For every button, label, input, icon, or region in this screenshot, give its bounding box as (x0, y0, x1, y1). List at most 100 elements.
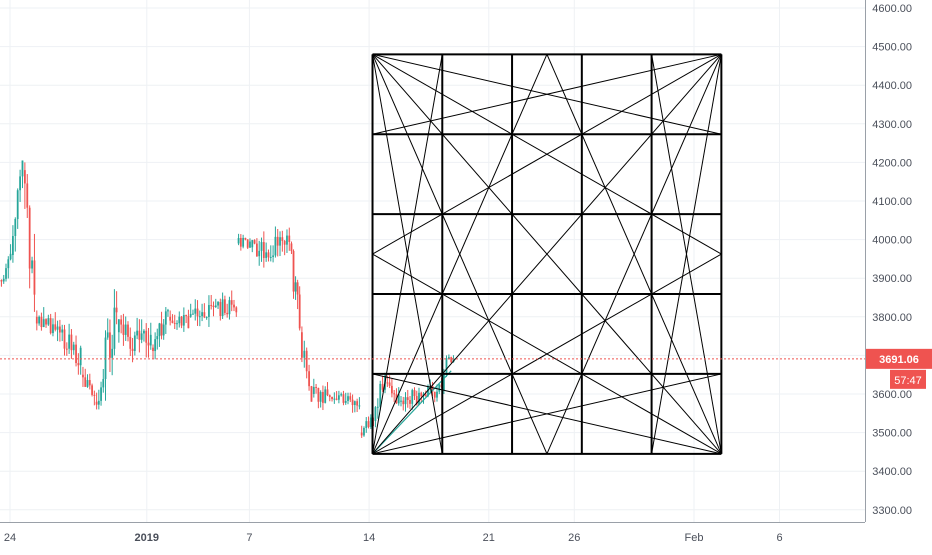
candle-body (213, 306, 215, 307)
y-tick-label: 3500.00 (872, 428, 912, 440)
y-tick-label: 4200.00 (872, 157, 912, 169)
candle-body (190, 314, 192, 317)
candle-body (47, 318, 49, 324)
candle-body (349, 396, 351, 399)
candle-body (338, 395, 340, 399)
candle-body (113, 308, 115, 349)
candle-body (165, 311, 167, 324)
candle-body (254, 240, 256, 243)
candle-body (26, 183, 28, 207)
candle-body (217, 302, 219, 305)
candle-body (261, 242, 263, 251)
candle-body (356, 401, 358, 405)
candle-body (152, 348, 154, 351)
candle-body (210, 305, 212, 306)
candle-body (29, 208, 31, 269)
candle-body (293, 251, 295, 292)
candle-body (420, 393, 422, 396)
candle-body (77, 363, 79, 365)
candle-body (93, 395, 95, 396)
candle-body (256, 244, 258, 257)
candle-body (208, 305, 210, 317)
candle-body (354, 401, 356, 405)
candle-body (409, 400, 411, 404)
candle-body (183, 315, 185, 326)
candle-body (98, 401, 100, 405)
candle-body (143, 331, 145, 334)
candle-body (308, 371, 310, 386)
candle-body (89, 380, 91, 385)
candle-body (52, 324, 54, 333)
candle-body (84, 377, 86, 387)
candle-body (181, 317, 183, 326)
candle-body (118, 319, 120, 332)
y-tick-label: 3800.00 (872, 312, 912, 324)
candle-body (66, 349, 68, 350)
candle-body (400, 401, 402, 402)
x-tick-label: 24 (4, 532, 16, 544)
candle-body (297, 282, 299, 294)
candle-body (19, 176, 21, 190)
candle-body (71, 335, 73, 351)
candle-body (301, 332, 303, 357)
candle-body (288, 236, 290, 242)
candle-body (1, 280, 3, 281)
candle-body (270, 257, 272, 258)
candle-body (24, 170, 26, 183)
candle-body (391, 386, 393, 393)
candle-body (174, 323, 176, 324)
candle-body (284, 241, 286, 245)
candle-body (352, 400, 354, 405)
last-price-label: 3691.06 (879, 354, 919, 366)
candle-body (275, 237, 277, 256)
candle-body (105, 338, 107, 379)
grid-layer (0, 0, 865, 522)
candle-body (347, 396, 349, 401)
candle-body (87, 380, 89, 387)
candle-body (222, 299, 224, 316)
candle-body (226, 313, 228, 314)
candle-body (245, 238, 247, 240)
candle-body (132, 349, 134, 351)
candle-body (59, 327, 61, 333)
candle-body (238, 238, 240, 243)
candle-body (368, 421, 370, 427)
candle-body (331, 397, 333, 399)
candle-body (203, 312, 205, 317)
candle-body (363, 428, 365, 435)
candle-body (80, 348, 82, 365)
candle-body (233, 305, 235, 308)
candle-body (434, 392, 436, 398)
candle-body (31, 260, 33, 268)
candle-body (286, 236, 288, 245)
candle-body (327, 389, 329, 395)
y-tick-label: 4600.00 (872, 3, 912, 15)
candle-body (249, 242, 251, 248)
candle-body (240, 238, 242, 247)
x-tick-label: 26 (568, 532, 580, 544)
candle-body (418, 393, 420, 405)
candle-body (229, 300, 231, 314)
candle-body (206, 317, 208, 318)
candle-body (365, 421, 367, 428)
price-axis[interactable]: 3300.003400.003500.003600.003700.003800.… (866, 0, 932, 522)
candle-body (268, 252, 270, 257)
candle-body (10, 254, 12, 259)
candlestick-series (0, 160, 454, 437)
candle-body (322, 392, 324, 403)
candle-body (251, 240, 253, 247)
candle-body (145, 331, 147, 343)
candle-body (14, 219, 16, 236)
candle-body (159, 323, 161, 336)
candle-body (41, 317, 43, 327)
candle-body (277, 237, 279, 246)
y-tick-label: 4500.00 (872, 42, 912, 54)
candle-body (317, 388, 319, 402)
candle-body (405, 397, 407, 404)
candle-body (138, 331, 140, 340)
candle-body (192, 314, 194, 315)
x-tick-label: 14 (363, 532, 375, 544)
